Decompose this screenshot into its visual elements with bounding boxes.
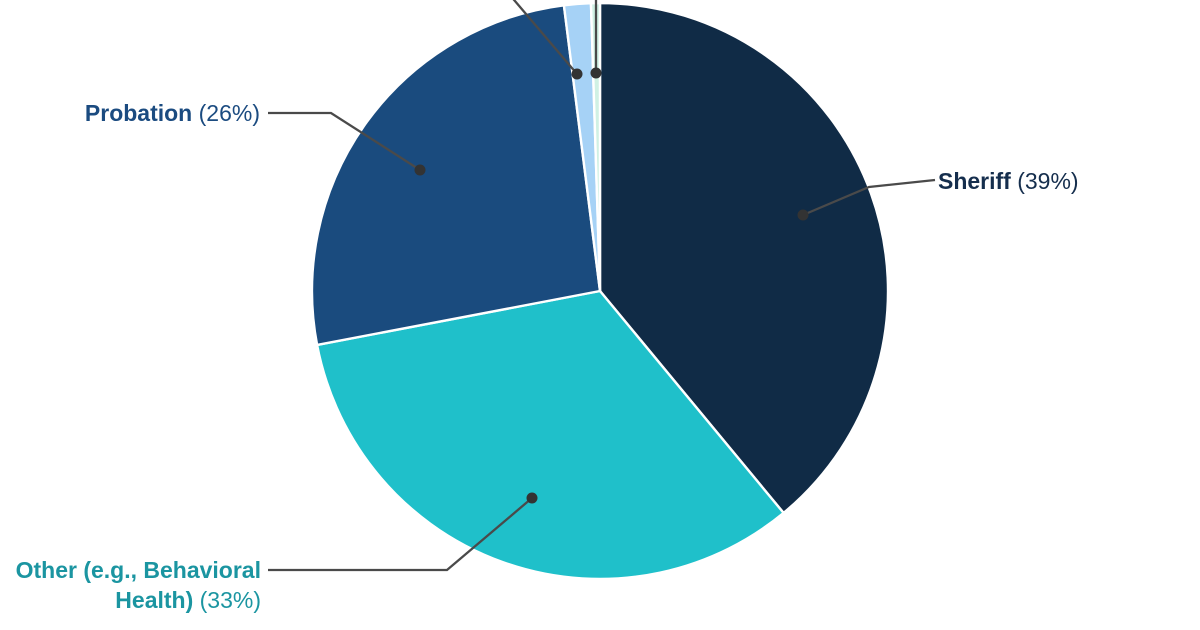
dot-probation bbox=[414, 164, 426, 176]
label-probation: Probation (26%) bbox=[85, 99, 260, 128]
leader-small-slice-1 bbox=[512, 0, 578, 75]
label-other: Other (e.g., Behavioral Health) (33%) bbox=[1, 555, 261, 615]
callout-dots bbox=[414, 67, 809, 504]
label-other-name-line2: Health) bbox=[115, 587, 194, 613]
dot-small-slice-2 bbox=[590, 67, 602, 79]
dot-other bbox=[526, 492, 538, 504]
dot-sheriff bbox=[797, 209, 809, 221]
label-other-name-line1: Other (e.g., Behavioral bbox=[15, 557, 261, 583]
label-sheriff-pct: (39%) bbox=[1017, 168, 1079, 194]
pie-slice-probation bbox=[310, 4, 602, 347]
pie-slice-other bbox=[315, 289, 785, 581]
leader-other bbox=[268, 497, 533, 572]
label-other-pct: (33%) bbox=[199, 587, 261, 613]
leader-probation bbox=[268, 111, 421, 171]
label-probation-name: Probation bbox=[84, 100, 193, 126]
label-probation-pct: (26%) bbox=[198, 100, 260, 126]
callout-lines bbox=[268, 0, 936, 572]
label-sheriff-name: Sheriff bbox=[938, 168, 1011, 194]
pie-slice-sheriff bbox=[598, 1, 890, 515]
leader-sheriff bbox=[802, 178, 936, 217]
pie-slices bbox=[310, 1, 890, 581]
dot-small-slice-1 bbox=[571, 68, 583, 80]
label-sheriff: Sheriff (39%) bbox=[938, 167, 1079, 196]
